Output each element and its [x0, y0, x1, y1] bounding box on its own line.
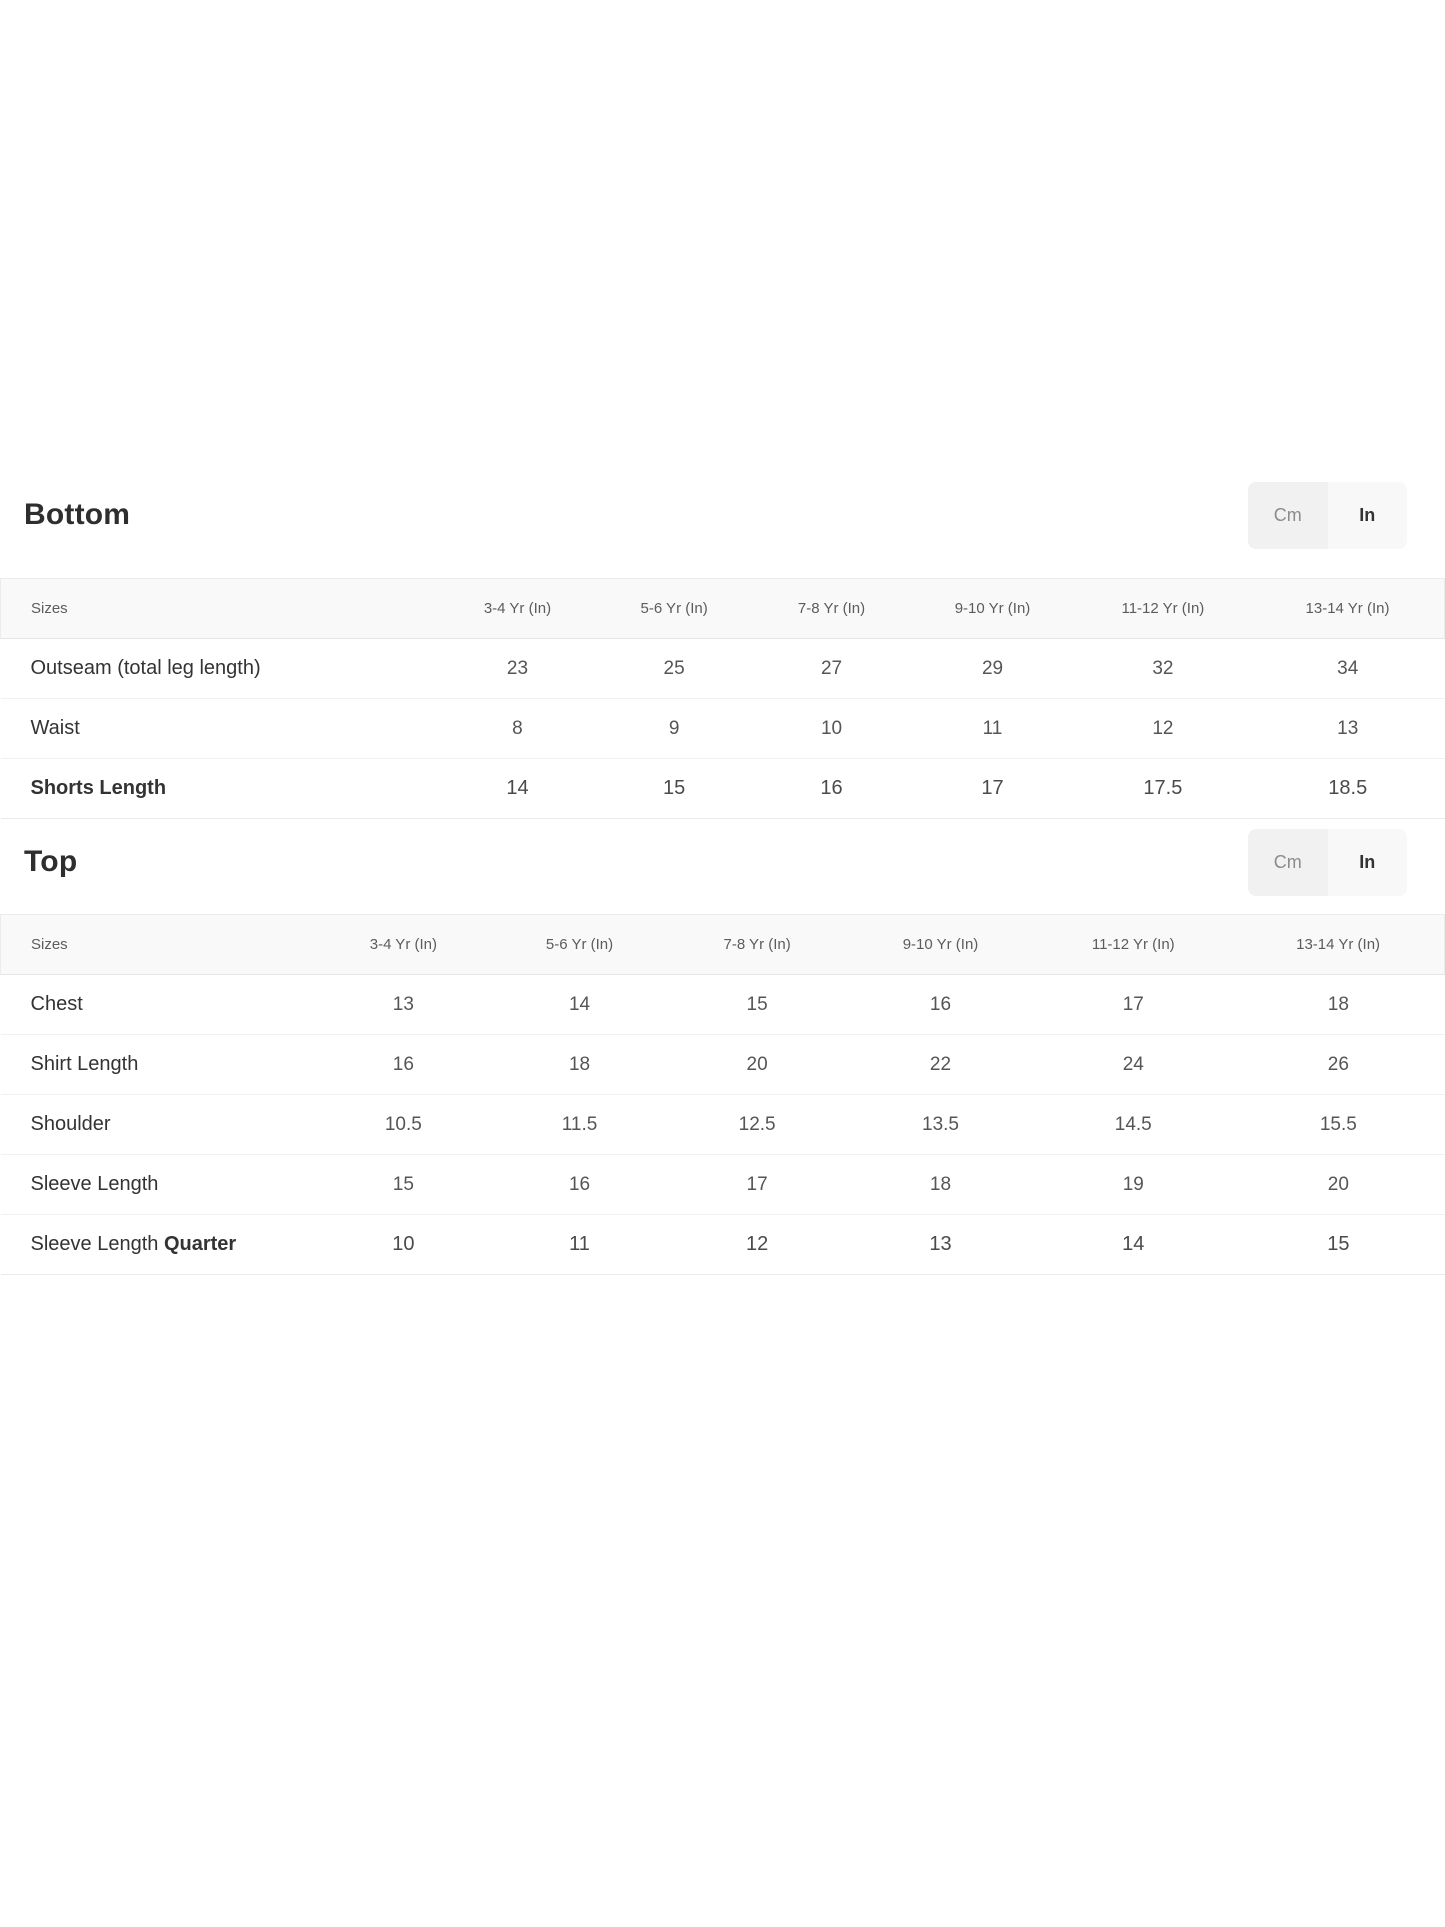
row-label: Chest — [0, 974, 316, 1035]
cell-value: 19 — [1034, 1154, 1233, 1215]
column-header-sizes: Sizes — [0, 914, 316, 975]
section-title-top: Top — [24, 845, 78, 878]
size-guide: Bottom Cm In Sizes 3-4 Yr (In) 5-6 Yr (I… — [0, 481, 1445, 1275]
cell-value: 16 — [846, 974, 1035, 1035]
cell-value: 11 — [910, 698, 1075, 759]
column-header-7-8yr: 7-8 Yr (In) — [667, 914, 847, 975]
cell-value: 10 — [315, 1214, 492, 1275]
cell-value: 12 — [667, 1214, 847, 1275]
table-row-shorts-length: Shorts Length 14 15 16 17 17.5 18.5 — [0, 758, 1445, 819]
cell-value: 10 — [752, 698, 911, 759]
top-section-header: Top Cm In — [0, 828, 1445, 896]
cell-value: 16 — [315, 1034, 492, 1095]
row-label: Waist — [0, 698, 440, 759]
column-header-sizes: Sizes — [0, 578, 440, 639]
cell-value: 14.5 — [1034, 1094, 1233, 1155]
cell-value: 26 — [1232, 1034, 1445, 1095]
cell-value: 16 — [752, 758, 911, 819]
bottom-size-table: Sizes 3-4 Yr (In) 5-6 Yr (In) 7-8 Yr (In… — [0, 578, 1445, 819]
table-row-sleeve-length-quarter: Sleeve Length Quarter 10 11 12 13 14 15 — [0, 1214, 1445, 1275]
cell-value: 12.5 — [667, 1094, 847, 1155]
cell-value: 25 — [595, 638, 753, 699]
cell-value: 32 — [1074, 638, 1251, 699]
cell-value: 17 — [910, 758, 1075, 819]
cell-value: 11.5 — [491, 1094, 668, 1155]
cell-value: 13 — [315, 974, 492, 1035]
cell-value: 17 — [667, 1154, 847, 1215]
cell-value: 11 — [491, 1214, 668, 1275]
in-toggle-button[interactable]: In — [1327, 828, 1407, 896]
row-label: Shorts Length — [0, 758, 440, 819]
row-label: Sleeve Length Quarter — [0, 1214, 316, 1275]
cell-value: 24 — [1034, 1034, 1233, 1095]
column-header-9-10yr: 9-10 Yr (In) — [910, 578, 1075, 639]
unit-toggle-bottom: Cm In — [1248, 481, 1407, 549]
cell-value: 15.5 — [1232, 1094, 1445, 1155]
top-size-table: Sizes 3-4 Yr (In) 5-6 Yr (In) 7-8 Yr (In… — [0, 914, 1445, 1275]
unit-toggle-top: Cm In — [1248, 828, 1407, 896]
bottom-section-header: Bottom Cm In — [0, 481, 1445, 549]
cell-value: 13 — [846, 1214, 1035, 1275]
cm-toggle-button[interactable]: Cm — [1248, 828, 1328, 896]
cell-value: 15 — [315, 1154, 492, 1215]
cell-value: 20 — [667, 1034, 847, 1095]
cell-value: 22 — [846, 1034, 1035, 1095]
table-row-waist: Waist 8 9 10 11 12 13 — [0, 698, 1445, 759]
cell-value: 14 — [491, 974, 668, 1035]
column-header-5-6yr: 5-6 Yr (In) — [595, 578, 753, 639]
cell-value: 15 — [1232, 1214, 1445, 1275]
cell-value: 23 — [439, 638, 596, 699]
cell-value: 17.5 — [1074, 758, 1251, 819]
cell-value: 16 — [491, 1154, 668, 1215]
row-label: Shoulder — [0, 1094, 316, 1155]
row-label: Sleeve Length — [0, 1154, 316, 1215]
row-label: Outseam (total leg length) — [0, 638, 440, 699]
column-header-11-12yr: 11-12 Yr (In) — [1074, 578, 1251, 639]
cell-value: 20 — [1232, 1154, 1445, 1215]
cm-toggle-button[interactable]: Cm — [1248, 481, 1328, 549]
section-title-bottom: Bottom — [24, 498, 131, 531]
cell-value: 18 — [1232, 974, 1445, 1035]
cell-value: 18 — [846, 1154, 1035, 1215]
column-header-7-8yr: 7-8 Yr (In) — [752, 578, 911, 639]
column-header-13-14yr: 13-14 Yr (In) — [1232, 914, 1445, 975]
column-header-13-14yr: 13-14 Yr (In) — [1250, 578, 1445, 639]
bottom-header-row: Sizes 3-4 Yr (In) 5-6 Yr (In) 7-8 Yr (In… — [0, 578, 1445, 639]
cell-value: 8 — [439, 698, 596, 759]
cell-value: 10.5 — [315, 1094, 492, 1155]
table-row-shoulder: Shoulder 10.5 11.5 12.5 13.5 14.5 15.5 — [0, 1094, 1445, 1155]
cell-value: 9 — [595, 698, 753, 759]
cell-value: 14 — [439, 758, 596, 819]
column-header-3-4yr: 3-4 Yr (In) — [439, 578, 596, 639]
table-row-chest: Chest 13 14 15 16 17 18 — [0, 974, 1445, 1035]
column-header-9-10yr: 9-10 Yr (In) — [846, 914, 1035, 975]
cell-value: 13 — [1250, 698, 1445, 759]
cell-value: 29 — [910, 638, 1075, 699]
cell-value: 15 — [667, 974, 847, 1035]
column-header-5-6yr: 5-6 Yr (In) — [491, 914, 668, 975]
cell-value: 15 — [595, 758, 753, 819]
cell-value: 12 — [1074, 698, 1251, 759]
cell-value: 17 — [1034, 974, 1233, 1035]
cell-value: 18 — [491, 1034, 668, 1095]
table-row-outseam: Outseam (total leg length) 23 25 27 29 3… — [0, 638, 1445, 699]
column-header-3-4yr: 3-4 Yr (In) — [315, 914, 492, 975]
cell-value: 18.5 — [1250, 758, 1445, 819]
top-header-row: Sizes 3-4 Yr (In) 5-6 Yr (In) 7-8 Yr (In… — [0, 914, 1445, 975]
table-row-sleeve-length: Sleeve Length 15 16 17 18 19 20 — [0, 1154, 1445, 1215]
row-label: Shirt Length — [0, 1034, 316, 1095]
table-row-shirt-length: Shirt Length 16 18 20 22 24 26 — [0, 1034, 1445, 1095]
row-label-bold-part: Quarter — [163, 1233, 237, 1255]
cell-value: 14 — [1034, 1214, 1233, 1275]
bottom-section: Bottom Cm In Sizes 3-4 Yr (In) 5-6 Yr (I… — [0, 481, 1445, 819]
in-toggle-button[interactable]: In — [1327, 481, 1407, 549]
top-section: Top Cm In Sizes 3-4 Yr (In) 5-6 Yr (In) … — [0, 828, 1445, 1275]
column-header-11-12yr: 11-12 Yr (In) — [1034, 914, 1233, 975]
cell-value: 27 — [752, 638, 911, 699]
cell-value: 13.5 — [846, 1094, 1035, 1155]
cell-value: 34 — [1250, 638, 1445, 699]
